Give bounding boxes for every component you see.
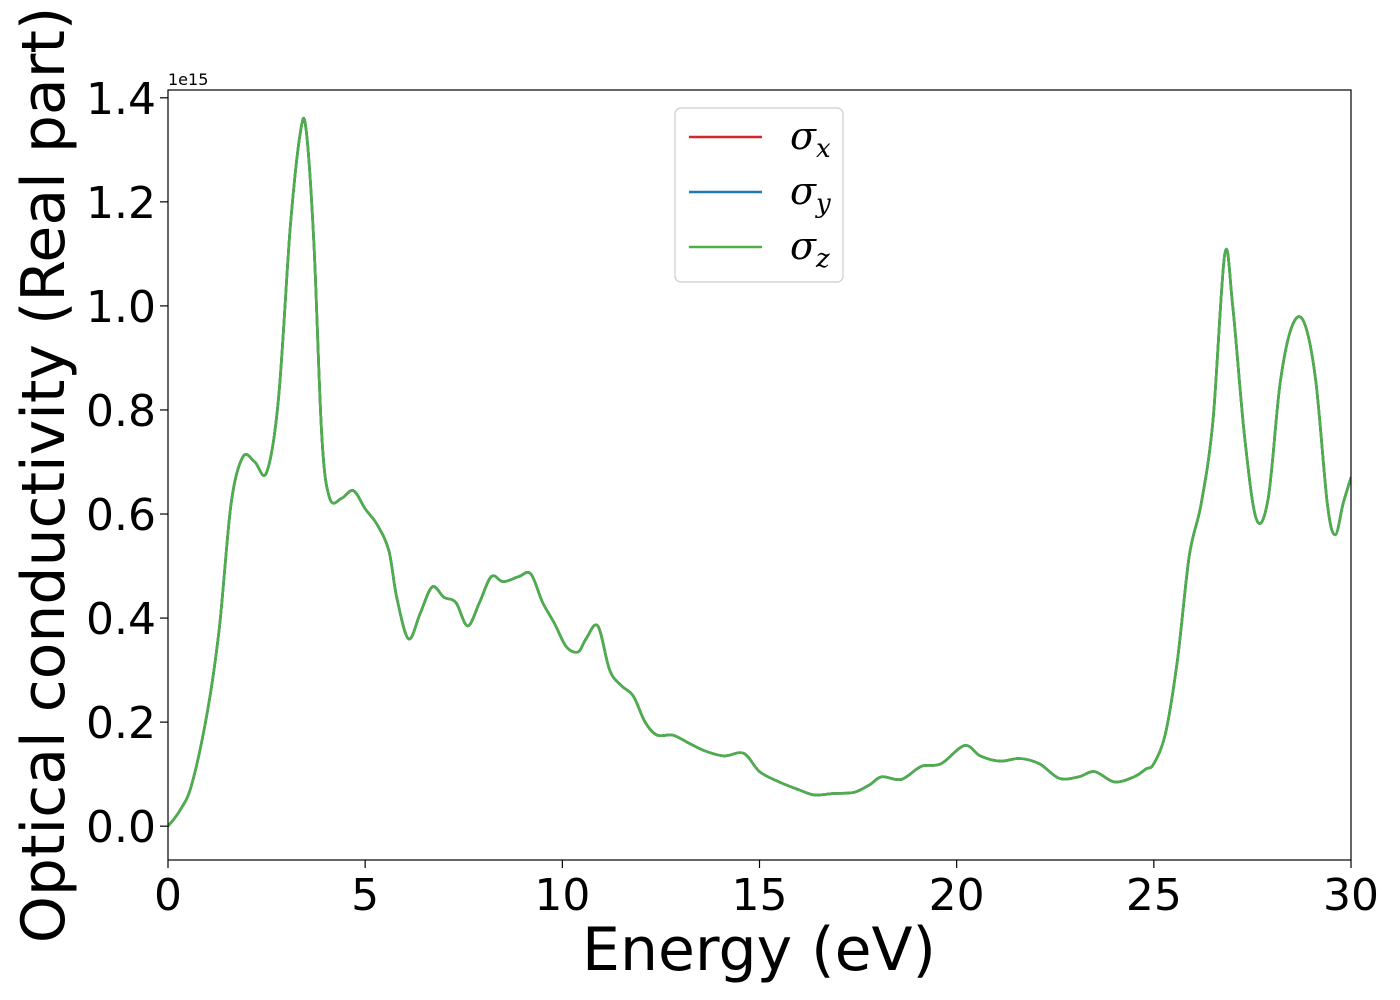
legend-frame: [674, 107, 844, 283]
y-tick-label: 0.4: [86, 594, 156, 645]
x-axis-title: Energy (eV): [582, 915, 936, 985]
y-tick-label: 1.4: [86, 74, 156, 125]
series-layer: [168, 116, 1351, 828]
x-axis-ticks: 0 5 10 15 20 25 30: [154, 860, 1379, 921]
x-tick-label: 20: [929, 870, 985, 921]
x-tick-label: 5: [351, 870, 379, 921]
x-tick-label: 25: [1126, 870, 1182, 921]
x-tick-label: 15: [732, 870, 788, 921]
y-tick-label: 0.8: [86, 386, 156, 437]
y-tick-label: 0.6: [86, 490, 156, 541]
y-axis-title: Optical conductivity (Real part): [9, 7, 79, 944]
y-tick-label: 1.0: [86, 282, 156, 333]
x-tick-label: 10: [534, 870, 590, 921]
y-tick-label: 0.2: [86, 698, 156, 749]
y-offset-label: 1e15: [168, 70, 208, 89]
series-line-z: [168, 116, 1351, 828]
legend-label-y: σy: [790, 169, 831, 219]
y-tick-label: 1.2: [86, 178, 156, 229]
y-axis-ticks: 0.0 0.2 0.4 0.6 0.8 1.0 1.2 1.4: [86, 74, 168, 853]
legend-label-x: σx: [790, 114, 831, 164]
legend-label-z: σz: [790, 224, 830, 274]
x-tick-label: 0: [154, 870, 182, 921]
x-tick-label: 30: [1323, 870, 1379, 921]
y-tick-label: 0.0: [86, 802, 156, 853]
